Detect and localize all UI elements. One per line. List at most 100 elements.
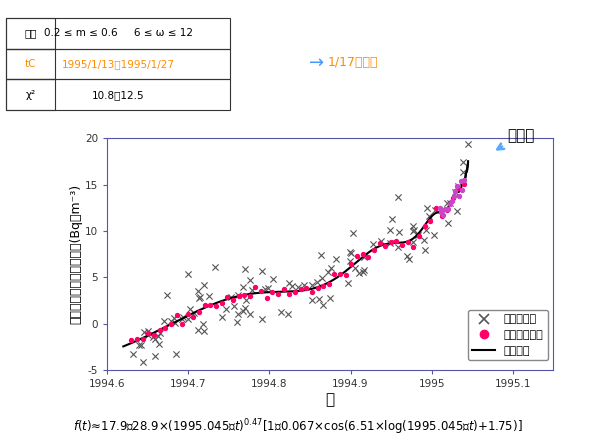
測定データ (293, 283, 303, 290)
平滑化データ (448, 194, 458, 201)
モデル式 (350, 262, 357, 267)
平滑化データ (324, 281, 334, 288)
測定データ (359, 266, 368, 273)
測定データ (143, 328, 153, 335)
測定データ (184, 271, 193, 278)
平滑化データ (268, 288, 277, 295)
測定データ (312, 279, 322, 286)
測定データ (143, 332, 153, 339)
測定データ (349, 230, 358, 237)
平滑化データ (313, 285, 322, 292)
モデル式 (355, 258, 362, 263)
測定データ (166, 318, 176, 325)
測定データ (394, 229, 403, 236)
平滑化データ (223, 294, 232, 301)
測定データ (170, 320, 180, 327)
測定データ (238, 284, 248, 291)
平滑化データ (149, 331, 159, 339)
測定データ (178, 314, 187, 321)
測定データ (204, 293, 214, 300)
平滑化データ (364, 253, 373, 260)
平滑化データ (352, 252, 362, 260)
測定データ (325, 295, 334, 302)
モデル式 (441, 209, 448, 214)
平滑化データ (431, 205, 441, 212)
平滑化データ (127, 337, 136, 344)
測定データ (246, 311, 255, 318)
平滑化データ (336, 271, 345, 278)
平滑化データ (420, 223, 430, 230)
平滑化データ (296, 286, 305, 293)
Text: 臨界点: 臨界点 (497, 128, 534, 149)
測定データ (346, 250, 356, 257)
測定データ (307, 297, 317, 304)
平滑化データ (341, 271, 350, 278)
測定データ (268, 275, 278, 282)
測定データ (277, 309, 286, 316)
測定データ (248, 286, 257, 293)
Bar (6, 49, 55, 79)
測定データ (238, 307, 248, 314)
測定データ (186, 306, 195, 313)
Text: χ²: χ² (26, 90, 36, 100)
平滑化データ (195, 308, 204, 315)
測定データ (221, 306, 231, 313)
平滑化データ (211, 302, 221, 310)
測定データ (443, 219, 452, 227)
平滑化データ (234, 292, 243, 299)
平滑化データ (132, 335, 142, 343)
測定データ (284, 279, 294, 286)
測定データ (240, 265, 250, 273)
平滑化データ (318, 283, 328, 290)
測定データ (264, 284, 273, 291)
測定データ (138, 359, 148, 366)
Point (458, 187, 467, 194)
Text: 1995/1/13～1995/1/27: 1995/1/13～1995/1/27 (62, 59, 175, 69)
平滑化データ (143, 330, 153, 337)
平滑化データ (245, 292, 255, 299)
測定データ (343, 280, 352, 287)
測定データ (403, 252, 412, 260)
測定データ (287, 283, 297, 290)
測定データ (308, 281, 317, 289)
Legend: 測定データ, 平滑化データ, モデル式: 測定データ, 平滑化データ, モデル式 (468, 310, 548, 360)
測定データ (442, 200, 452, 207)
測定データ (422, 227, 431, 234)
平滑化データ (358, 251, 367, 258)
測定データ (317, 251, 326, 258)
測定データ (324, 268, 333, 275)
測定データ (314, 295, 324, 302)
測定データ (134, 342, 144, 349)
測定データ (154, 333, 163, 340)
測定データ (429, 231, 439, 239)
Point (439, 212, 448, 219)
平滑化データ (403, 238, 412, 245)
測定データ (450, 189, 460, 196)
測定データ (459, 158, 468, 165)
Text: 10.8～12.5: 10.8～12.5 (92, 90, 145, 100)
測定データ (318, 274, 327, 281)
測定データ (359, 253, 369, 260)
測定データ (458, 169, 468, 176)
測定データ (195, 293, 204, 301)
測定データ (155, 329, 164, 336)
Text: 1/17を含む: 1/17を含む (327, 56, 378, 69)
モデル式 (408, 237, 415, 243)
測定データ (377, 237, 386, 244)
測定データ (354, 269, 364, 276)
測定データ (193, 288, 203, 295)
測定データ (184, 315, 193, 322)
測定データ (129, 351, 138, 358)
測定データ (431, 207, 440, 214)
測定データ (226, 293, 235, 300)
平滑化データ (375, 239, 384, 246)
測定データ (136, 342, 146, 349)
平滑化データ (200, 301, 209, 308)
平滑化データ (189, 314, 198, 321)
モデル式 (465, 161, 472, 166)
測定データ (283, 310, 292, 317)
平滑化データ (166, 320, 176, 327)
平滑化データ (414, 232, 424, 240)
測定データ (445, 199, 455, 206)
Point (446, 200, 455, 207)
